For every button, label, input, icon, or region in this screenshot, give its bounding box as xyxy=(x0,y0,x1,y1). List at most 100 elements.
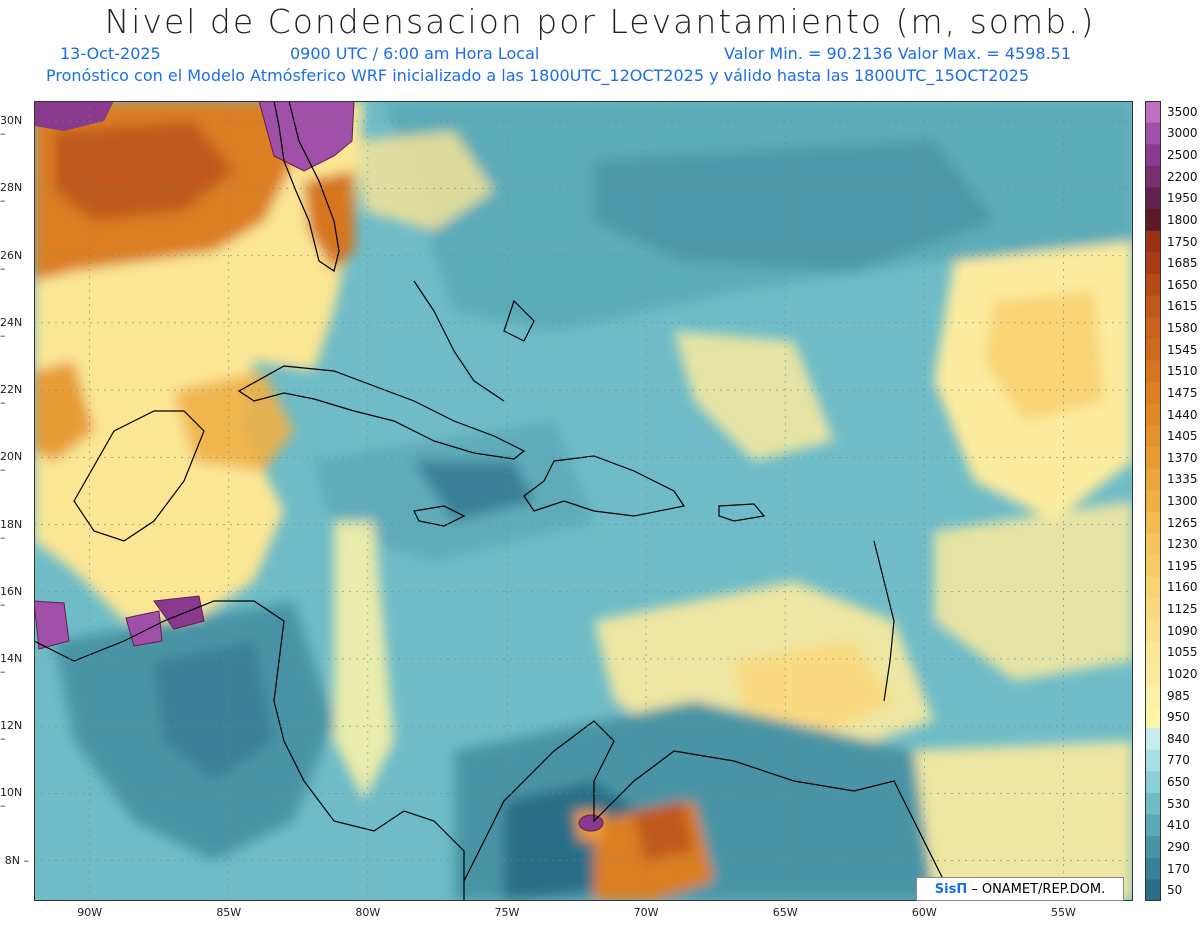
colorbar-level-label: 1020 xyxy=(1167,666,1198,681)
colorbar-swatch xyxy=(1145,446,1161,470)
colorbar-level-label: 1750 xyxy=(1167,234,1198,249)
colorbar-swatch xyxy=(1145,533,1161,556)
lat-tick-label: 22N – xyxy=(0,383,23,410)
colorbar-level-label: 650 xyxy=(1167,775,1190,790)
lon-tick-label: 75W xyxy=(494,906,520,919)
colorbar-swatch xyxy=(1145,728,1161,751)
colorbar-swatch xyxy=(1145,598,1161,621)
colorbar-level-label: 1230 xyxy=(1167,537,1198,552)
colorbar-level-label: 1090 xyxy=(1167,623,1198,638)
bahamas-coast xyxy=(413,280,505,402)
colorbar-frame xyxy=(1145,101,1161,901)
puerto-rico-coast xyxy=(718,503,766,522)
colorbar-level-label: 1335 xyxy=(1167,472,1198,487)
colorbar-level-label: 3500 xyxy=(1167,104,1198,119)
coastlines xyxy=(34,101,955,901)
lat-tick-label: 28N – xyxy=(0,181,23,208)
colorbar-swatch xyxy=(1145,209,1161,232)
credit-text: – ONAMET/REP.DOM. xyxy=(971,881,1106,897)
lat-tick-label: 16N – xyxy=(0,584,23,611)
colorbar xyxy=(1145,101,1161,901)
forecast-time: 0900 UTC / 6:00 am Hora Local xyxy=(290,44,540,63)
colorbar-swatch xyxy=(1145,641,1161,664)
colorbar-swatch xyxy=(1145,144,1161,167)
lcl-field-shading xyxy=(34,101,1133,901)
jamaica-coast xyxy=(413,505,466,527)
lat-tick-label: 24N – xyxy=(0,315,23,342)
colorbar-swatch xyxy=(1145,576,1161,599)
colorbar-swatch xyxy=(1145,836,1161,859)
colorbar-swatch xyxy=(1145,122,1161,145)
lat-tick-label: 14N – xyxy=(0,651,23,678)
sispi-logo: SisΠ xyxy=(934,881,968,897)
colorbar-swatch xyxy=(1145,619,1161,643)
colorbar-swatch xyxy=(1145,317,1161,340)
min-max-values: Valor Min. = 90.2136 Valor Max. = 4598.5… xyxy=(724,44,1072,63)
colorbar-level-label: 985 xyxy=(1167,688,1190,703)
colorbar-swatch xyxy=(1145,879,1161,901)
colorbar-swatch xyxy=(1145,511,1161,534)
colorbar-level-label: 1300 xyxy=(1167,494,1198,508)
colorbar-level-label: 1950 xyxy=(1167,191,1198,206)
colorbar-level-label: 1125 xyxy=(1167,602,1198,617)
colorbar-swatch xyxy=(1145,490,1161,513)
colorbar-level-label: 2200 xyxy=(1167,169,1198,184)
colorbar-level-label: 1405 xyxy=(1167,429,1198,444)
colorbar-level-label: 1195 xyxy=(1167,558,1198,573)
colorbar-swatch xyxy=(1145,857,1161,880)
lon-tick-label: 55W xyxy=(1051,906,1076,919)
lon-tick-label: 90W xyxy=(77,906,103,919)
colorbar-swatch xyxy=(1145,273,1161,297)
colorbar-swatch xyxy=(1145,382,1161,405)
colorbar-level-label: 2500 xyxy=(1167,148,1198,163)
map-frame xyxy=(34,101,1133,901)
lesser-antilles xyxy=(873,540,895,702)
colorbar-swatch xyxy=(1145,295,1161,318)
colorbar-level-label: 1685 xyxy=(1167,256,1198,271)
colorbar-swatch xyxy=(1145,749,1161,772)
colorbar-level-label: 1055 xyxy=(1167,645,1198,660)
map-title: Nivel de Condensacion por Levantamiento … xyxy=(104,2,1096,41)
colorbar-swatch xyxy=(1145,706,1161,729)
colorbar-swatch xyxy=(1145,814,1161,837)
colorbar-swatch xyxy=(1145,468,1161,491)
lcl-map xyxy=(34,101,1133,901)
lat-tick-label: 12N – xyxy=(0,719,23,746)
colorbar-level-label: 1650 xyxy=(1167,277,1198,292)
colorbar-level-label: 290 xyxy=(1167,839,1190,854)
colorbar-swatch xyxy=(1145,684,1161,707)
colorbar-level-label: 1615 xyxy=(1167,299,1198,314)
bahamas-island xyxy=(503,299,535,342)
colorbar-level-label: 950 xyxy=(1167,710,1190,725)
colorbar-level-label: 1580 xyxy=(1167,321,1198,336)
colorbar-level-label: 1440 xyxy=(1167,407,1198,422)
credit-box: SisΠ – ONAMET/REP.DOM. xyxy=(916,877,1124,901)
lat-tick-label: 26N – xyxy=(0,248,23,275)
lat-tick-label: 18N – xyxy=(0,517,23,544)
model-info: Pronóstico con el Modelo Atmósferico WRF… xyxy=(46,66,1030,85)
lat-tick-label: 8N – xyxy=(4,853,29,867)
colorbar-level-label: 1545 xyxy=(1167,342,1198,357)
maracaibo-hotspot xyxy=(578,814,604,832)
gulf-hotspot xyxy=(34,101,114,131)
colorbar-swatch xyxy=(1145,403,1161,426)
south-america-coast xyxy=(463,720,955,901)
colorbar-level-label: 170 xyxy=(1167,861,1190,876)
colorbar-swatch xyxy=(1145,771,1161,794)
guatemala-hotspot xyxy=(34,600,70,650)
colorbar-level-label: 50 xyxy=(1167,883,1183,898)
lat-tick-label: 10N – xyxy=(0,786,23,813)
yucatan-coast xyxy=(73,410,205,542)
colorbar-level-label: 1800 xyxy=(1167,212,1198,227)
lon-tick-label: 70W xyxy=(633,906,659,919)
hispaniola-coast xyxy=(523,455,685,517)
lon-tick-label: 60W xyxy=(911,906,937,919)
florida-coast xyxy=(273,101,340,272)
colorbar-swatch xyxy=(1145,663,1161,686)
lat-tick-label: 20N – xyxy=(0,450,23,477)
central-america-coast xyxy=(34,600,465,901)
lon-tick-label: 80W xyxy=(355,906,381,919)
colorbar-level-label: 3000 xyxy=(1167,126,1198,141)
forecast-date: 13-Oct-2025 xyxy=(60,44,161,63)
colorbar-level-label: 840 xyxy=(1167,731,1190,746)
